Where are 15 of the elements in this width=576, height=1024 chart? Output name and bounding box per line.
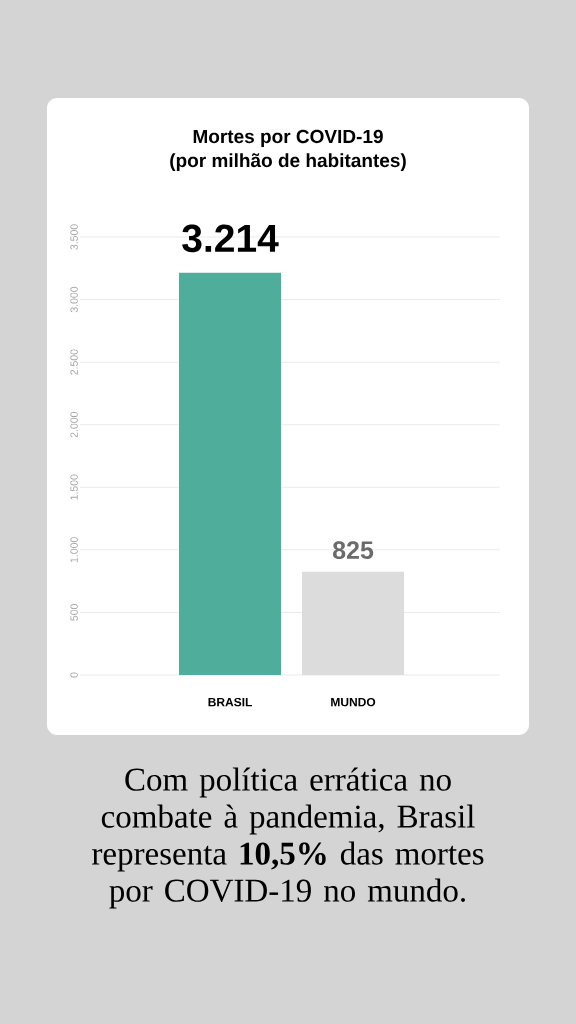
x-tick-label: BRASIL [208, 697, 253, 707]
y-tick-label: 1.500 [70, 474, 78, 500]
chart-subtitle: (por milhão de habitantes) [170, 153, 406, 171]
chart-title: Mortes por COVID-19 [193, 129, 383, 147]
x-tick-label: MUNDO [331, 697, 376, 707]
text: Com política errática no combate à pandemia, Brasil representa 10,5% das mortes por COVID-19 no mundo. [92, 767, 484, 909]
y-tick-label: 3.500 [70, 224, 78, 250]
y-tick-label: 2.000 [70, 411, 78, 438]
y-tick-label: 1.000 [70, 537, 78, 563]
data-label: 3.214 [182, 224, 279, 253]
data-label: 825 [332, 541, 374, 559]
y-tick-label: 500 [70, 604, 78, 621]
y-tick-label: 3.000 [70, 286, 78, 313]
y-tick-label: 2.500 [70, 349, 78, 375]
y-tick-label: 0 [70, 672, 78, 678]
